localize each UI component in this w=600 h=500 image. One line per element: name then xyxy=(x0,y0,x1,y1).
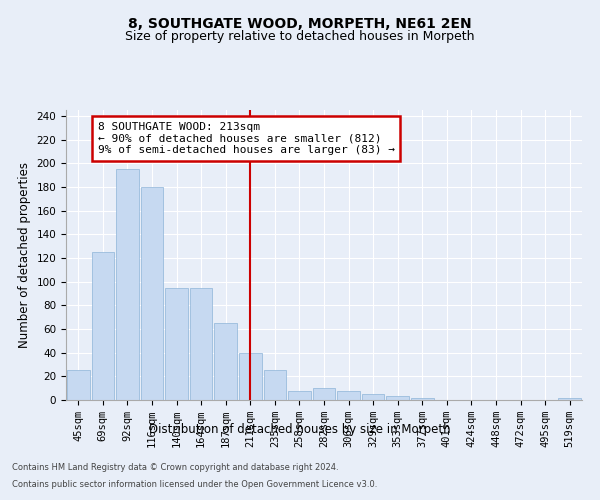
Bar xyxy=(362,394,385,400)
Bar xyxy=(116,169,139,400)
Text: Contains HM Land Registry data © Crown copyright and database right 2024.: Contains HM Land Registry data © Crown c… xyxy=(12,462,338,471)
Bar xyxy=(239,352,262,400)
Text: Size of property relative to detached houses in Morpeth: Size of property relative to detached ho… xyxy=(125,30,475,43)
Bar xyxy=(214,323,237,400)
Bar xyxy=(386,396,409,400)
Bar xyxy=(92,252,114,400)
Bar xyxy=(313,388,335,400)
Bar xyxy=(411,398,434,400)
Text: Contains public sector information licensed under the Open Government Licence v3: Contains public sector information licen… xyxy=(12,480,377,489)
Text: 8, SOUTHGATE WOOD, MORPETH, NE61 2EN: 8, SOUTHGATE WOOD, MORPETH, NE61 2EN xyxy=(128,18,472,32)
Bar xyxy=(140,187,163,400)
Bar xyxy=(288,390,311,400)
Bar xyxy=(559,398,581,400)
Text: Distribution of detached houses by size in Morpeth: Distribution of detached houses by size … xyxy=(149,422,451,436)
Text: 8 SOUTHGATE WOOD: 213sqm
← 90% of detached houses are smaller (812)
9% of semi-d: 8 SOUTHGATE WOOD: 213sqm ← 90% of detach… xyxy=(98,122,395,155)
Y-axis label: Number of detached properties: Number of detached properties xyxy=(18,162,31,348)
Bar xyxy=(67,370,89,400)
Bar xyxy=(263,370,286,400)
Bar xyxy=(165,288,188,400)
Bar xyxy=(337,390,360,400)
Bar xyxy=(190,288,212,400)
